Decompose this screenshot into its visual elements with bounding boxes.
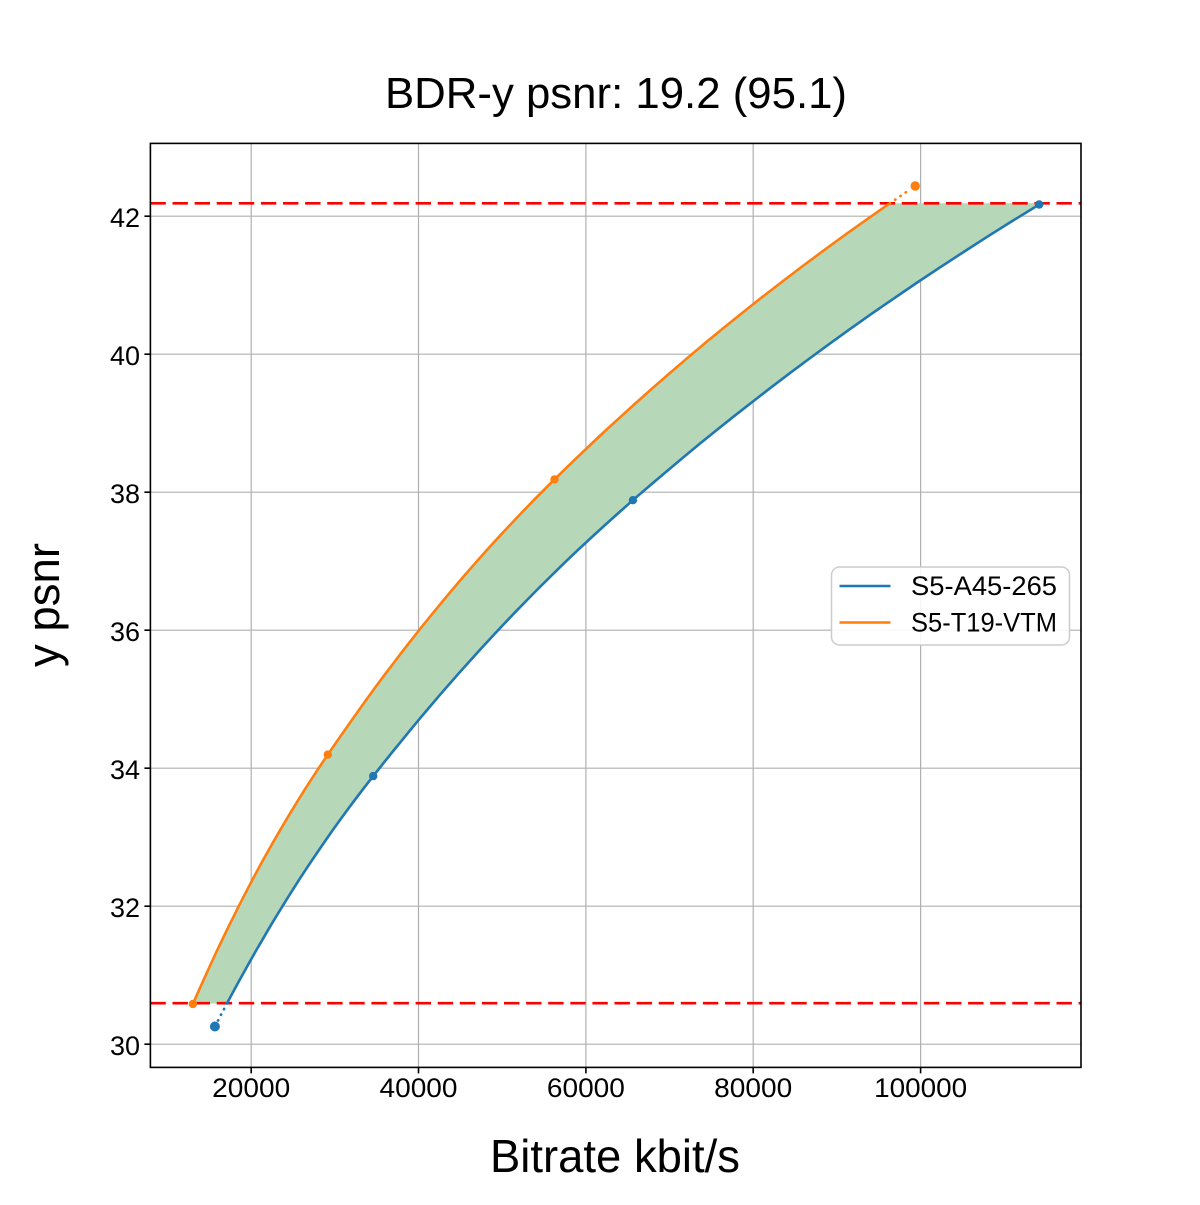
svg-text:20000: 20000 [212, 1073, 290, 1103]
svg-text:S5-T19-VTM: S5-T19-VTM [911, 608, 1057, 638]
svg-text:38: 38 [110, 479, 140, 509]
svg-text:40: 40 [110, 341, 140, 371]
svg-text:BDR-y psnr: 19.2 (95.1): BDR-y psnr: 19.2 (95.1) [385, 69, 847, 118]
svg-text:40000: 40000 [380, 1073, 458, 1103]
svg-text:60000: 60000 [547, 1073, 625, 1103]
svg-text:42: 42 [110, 203, 140, 233]
svg-text:Bitrate kbit/s: Bitrate kbit/s [490, 1130, 740, 1182]
svg-text:S5-A45-265: S5-A45-265 [911, 571, 1057, 601]
svg-text:80000: 80000 [714, 1073, 792, 1103]
svg-text:100000: 100000 [874, 1073, 967, 1103]
svg-text:32: 32 [110, 893, 140, 923]
svg-text:36: 36 [110, 617, 140, 647]
svg-text:34: 34 [110, 755, 140, 785]
svg-text:30: 30 [110, 1031, 140, 1061]
svg-text:y psnr: y psnr [18, 543, 69, 667]
